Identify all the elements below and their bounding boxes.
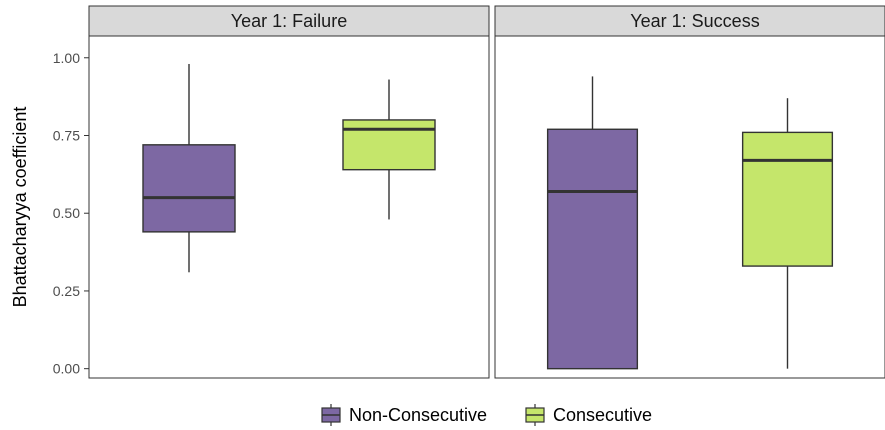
- panel-title: Year 1: Failure: [231, 11, 347, 31]
- legend-key-consecutive: [525, 404, 545, 426]
- y-tick-label: 0.00: [53, 361, 80, 377]
- y-tick-label: 0.50: [53, 205, 80, 221]
- box-consecutive: [342, 119, 436, 171]
- strip-background: [88, 5, 490, 37]
- strip-background: [494, 5, 885, 37]
- legend-key-non-consecutive: [321, 404, 341, 426]
- y-tick-label: 0.25: [53, 283, 80, 299]
- legend-label-non-consecutive: Non-Consecutive: [349, 405, 487, 425]
- panel-failure: Year 1: Failure: [88, 5, 490, 379]
- legend-label-consecutive: Consecutive: [553, 405, 652, 425]
- box-non-consecutive: [546, 128, 639, 370]
- box-group: [546, 76, 834, 370]
- y-tick-label: 0.75: [53, 127, 80, 143]
- panel-success: Year 1: Success: [494, 5, 885, 379]
- box-group: [142, 63, 436, 273]
- legend: Non-Consecutive Consecutive: [321, 404, 652, 426]
- panel-title: Year 1: Success: [630, 11, 759, 31]
- y-tick-label: 1.00: [53, 50, 80, 66]
- y-axis-title: Bhattacharyya coefficient: [10, 107, 30, 308]
- box-consecutive: [741, 131, 834, 267]
- y-axis: 0.00 0.25 0.50 0.75 1.00: [53, 50, 89, 377]
- box-non-consecutive: [142, 144, 236, 233]
